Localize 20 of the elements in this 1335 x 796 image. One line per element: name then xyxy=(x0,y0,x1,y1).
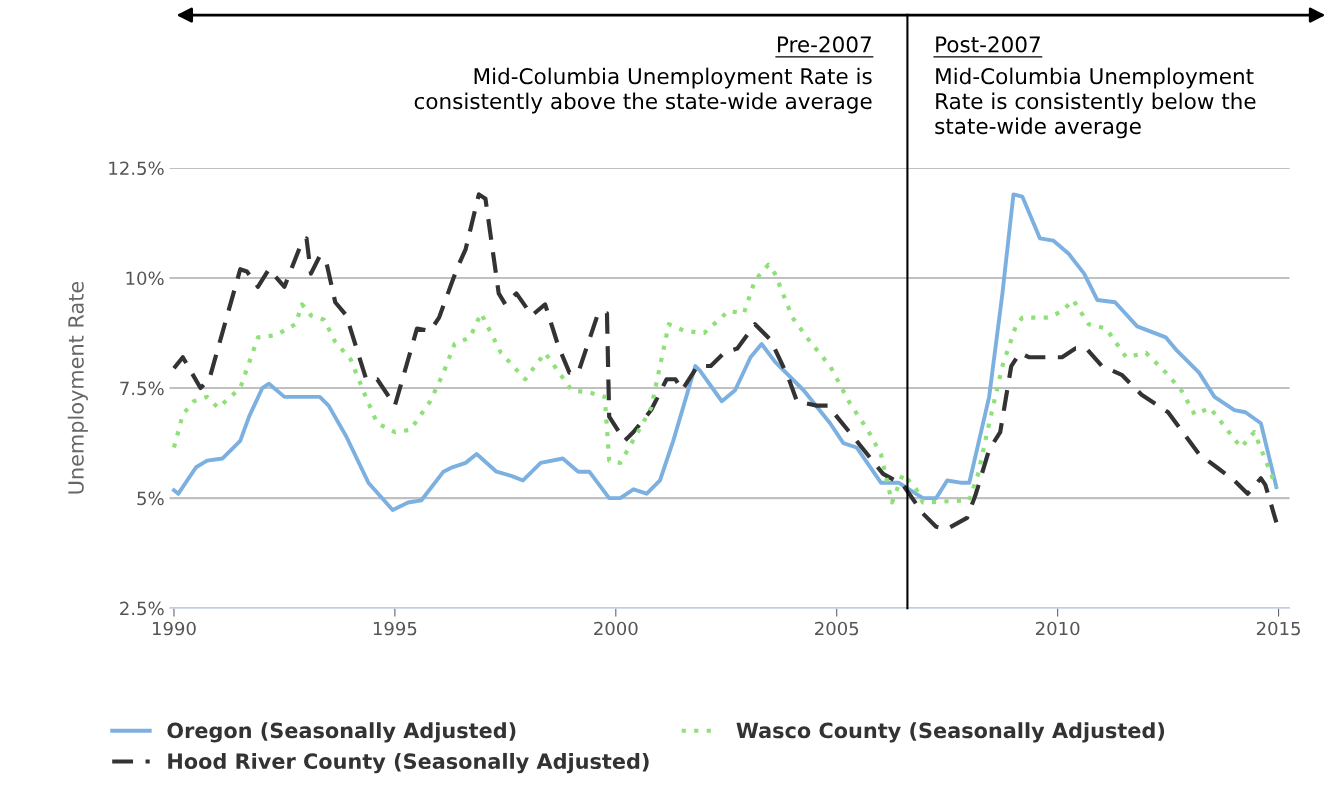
text: Mid-Columbia Unemployment Rate is consistently below the state-wide average xyxy=(935,67,1256,139)
x-tick-label: 2015 xyxy=(1256,621,1300,636)
x-tick-label: 1990 xyxy=(152,621,196,636)
x-tick-label: 2005 xyxy=(815,621,859,636)
text: Post-2007 xyxy=(936,36,1040,53)
x-tick-label: 2000 xyxy=(594,621,638,636)
y-tick-label: 12.5% xyxy=(109,161,164,176)
text: Mid-Columbia Unemployment Rate is consistently above the state-wide average xyxy=(414,67,872,114)
text: Pre-2007 xyxy=(778,36,871,53)
y-tick-label: 7.5% xyxy=(120,381,164,396)
legend-label: Hood River County (Seasonally Adjusted) xyxy=(168,752,649,774)
x-tick-label: 1995 xyxy=(373,621,417,636)
y-axis-title: Unemployment Rate xyxy=(67,281,88,494)
line-series xyxy=(171,262,1279,505)
y-tick-label: 10% xyxy=(126,271,164,286)
y-tick-label: 2.5% xyxy=(120,601,164,616)
y-tick-label: 5% xyxy=(137,491,164,506)
x-tick-label: 2010 xyxy=(1035,621,1080,636)
legend-label: Oregon (Seasonally Adjusted) xyxy=(167,722,516,743)
legend-label: Wasco County (Seasonally Adjusted) xyxy=(736,722,1165,743)
